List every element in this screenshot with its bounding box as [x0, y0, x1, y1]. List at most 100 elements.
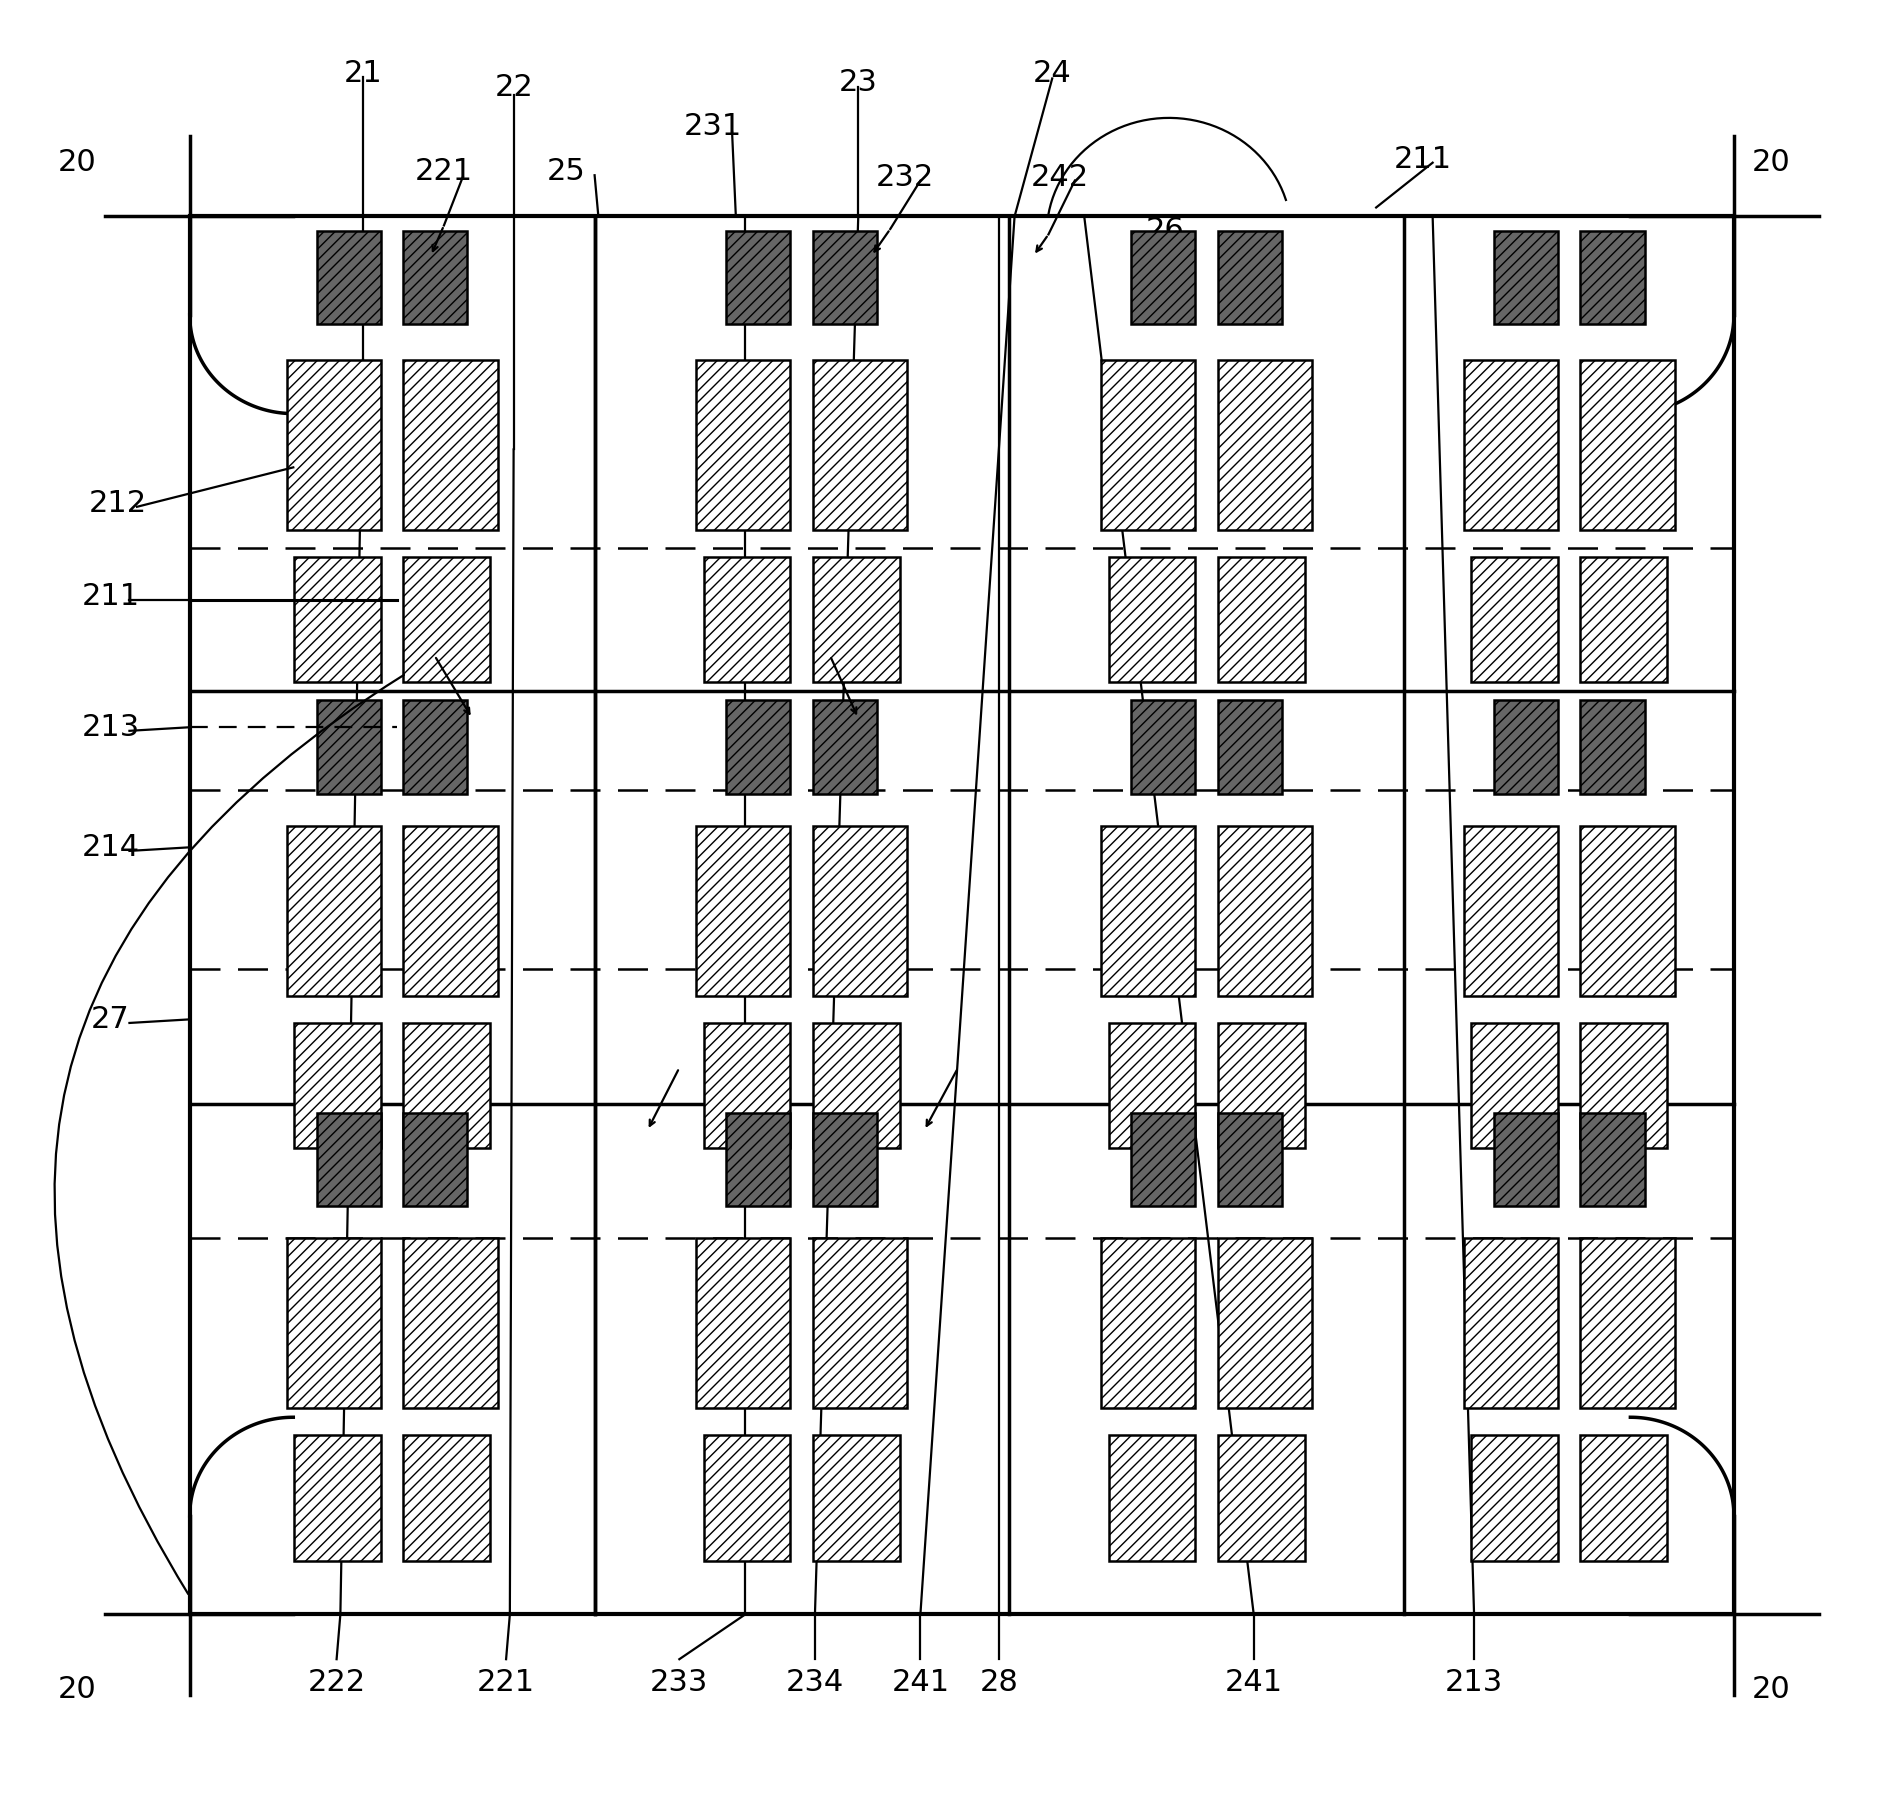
Bar — [696, 1239, 790, 1409]
Text: 27: 27 — [91, 1005, 130, 1034]
Bar — [404, 232, 468, 323]
Text: 20: 20 — [57, 1675, 96, 1703]
Bar — [294, 1436, 381, 1560]
Text: 241: 241 — [1224, 1668, 1282, 1696]
Text: 234: 234 — [786, 1668, 845, 1696]
Bar — [1218, 1239, 1313, 1409]
Bar — [1580, 700, 1645, 793]
Text: 232: 232 — [877, 163, 934, 192]
Bar — [404, 359, 498, 530]
Text: 20: 20 — [57, 149, 96, 178]
Bar — [1218, 1023, 1305, 1149]
Bar — [404, 1239, 498, 1409]
Text: 23: 23 — [839, 68, 877, 97]
Bar — [287, 826, 381, 996]
Bar — [1471, 1436, 1558, 1560]
Bar — [1580, 556, 1667, 682]
Bar — [1464, 1239, 1558, 1409]
Bar — [696, 359, 790, 530]
Bar — [287, 359, 381, 530]
Bar — [813, 826, 907, 996]
Text: 211: 211 — [1394, 145, 1452, 174]
Bar — [1494, 232, 1558, 323]
Bar — [1109, 1436, 1196, 1560]
Text: 28: 28 — [981, 1668, 1018, 1696]
Bar — [703, 1023, 790, 1149]
Bar — [1132, 232, 1196, 323]
Bar — [190, 217, 1733, 1614]
Bar — [1218, 556, 1305, 682]
Bar — [317, 1113, 381, 1206]
Bar — [1218, 1436, 1305, 1560]
Bar — [1218, 700, 1282, 793]
Text: 20: 20 — [1752, 1675, 1792, 1703]
Text: 213: 213 — [81, 713, 140, 741]
Bar — [404, 556, 490, 682]
Bar — [726, 232, 790, 323]
Bar — [1494, 700, 1558, 793]
Bar — [1101, 826, 1196, 996]
Bar — [726, 1113, 790, 1206]
Text: 221: 221 — [477, 1668, 536, 1696]
Bar — [1101, 1239, 1196, 1409]
Bar — [317, 700, 381, 793]
Text: 213: 213 — [1445, 1668, 1503, 1696]
Bar — [696, 826, 790, 996]
Bar — [1109, 556, 1196, 682]
Bar — [287, 1239, 381, 1409]
Text: 20: 20 — [1752, 149, 1792, 178]
Bar — [1464, 826, 1558, 996]
Text: 25: 25 — [547, 158, 587, 187]
Text: 212: 212 — [89, 488, 147, 517]
Text: 21: 21 — [343, 59, 383, 88]
Bar — [1494, 1113, 1558, 1206]
Text: 211: 211 — [81, 582, 140, 610]
Text: 24: 24 — [1034, 59, 1071, 88]
Bar — [1218, 1113, 1282, 1206]
Bar — [813, 1239, 907, 1409]
Text: 22: 22 — [494, 74, 534, 102]
Bar — [404, 1436, 490, 1560]
Bar — [813, 700, 877, 793]
Text: 214: 214 — [81, 833, 140, 862]
Bar — [703, 556, 790, 682]
Bar — [813, 232, 877, 323]
Bar — [294, 1023, 381, 1149]
Text: 233: 233 — [651, 1668, 709, 1696]
Bar — [813, 556, 900, 682]
Bar — [813, 1113, 877, 1206]
Bar — [1218, 232, 1282, 323]
Bar — [1580, 1239, 1675, 1409]
Bar — [813, 359, 907, 530]
Bar — [1464, 359, 1558, 530]
Text: 222: 222 — [307, 1668, 366, 1696]
Bar — [813, 1436, 900, 1560]
Text: 26: 26 — [1147, 215, 1184, 246]
Text: 242: 242 — [1030, 163, 1088, 192]
Bar — [1580, 1023, 1667, 1149]
Bar — [1580, 826, 1675, 996]
Bar — [294, 556, 381, 682]
Text: 231: 231 — [685, 113, 743, 142]
Bar — [404, 700, 468, 793]
Bar — [1218, 359, 1313, 530]
Bar — [703, 1436, 790, 1560]
Bar — [317, 232, 381, 323]
Bar — [1580, 232, 1645, 323]
Bar — [1471, 1023, 1558, 1149]
Bar — [1580, 1113, 1645, 1206]
Bar — [1580, 359, 1675, 530]
Bar — [1132, 1113, 1196, 1206]
Bar — [813, 1023, 900, 1149]
Bar — [1132, 700, 1196, 793]
Bar — [404, 1023, 490, 1149]
Bar — [1109, 1023, 1196, 1149]
Bar — [1471, 556, 1558, 682]
Text: 241: 241 — [892, 1668, 949, 1696]
Bar — [404, 1113, 468, 1206]
Bar — [404, 826, 498, 996]
Bar — [1580, 1436, 1667, 1560]
Bar — [1218, 826, 1313, 996]
Bar — [1101, 359, 1196, 530]
Text: 221: 221 — [415, 158, 473, 187]
